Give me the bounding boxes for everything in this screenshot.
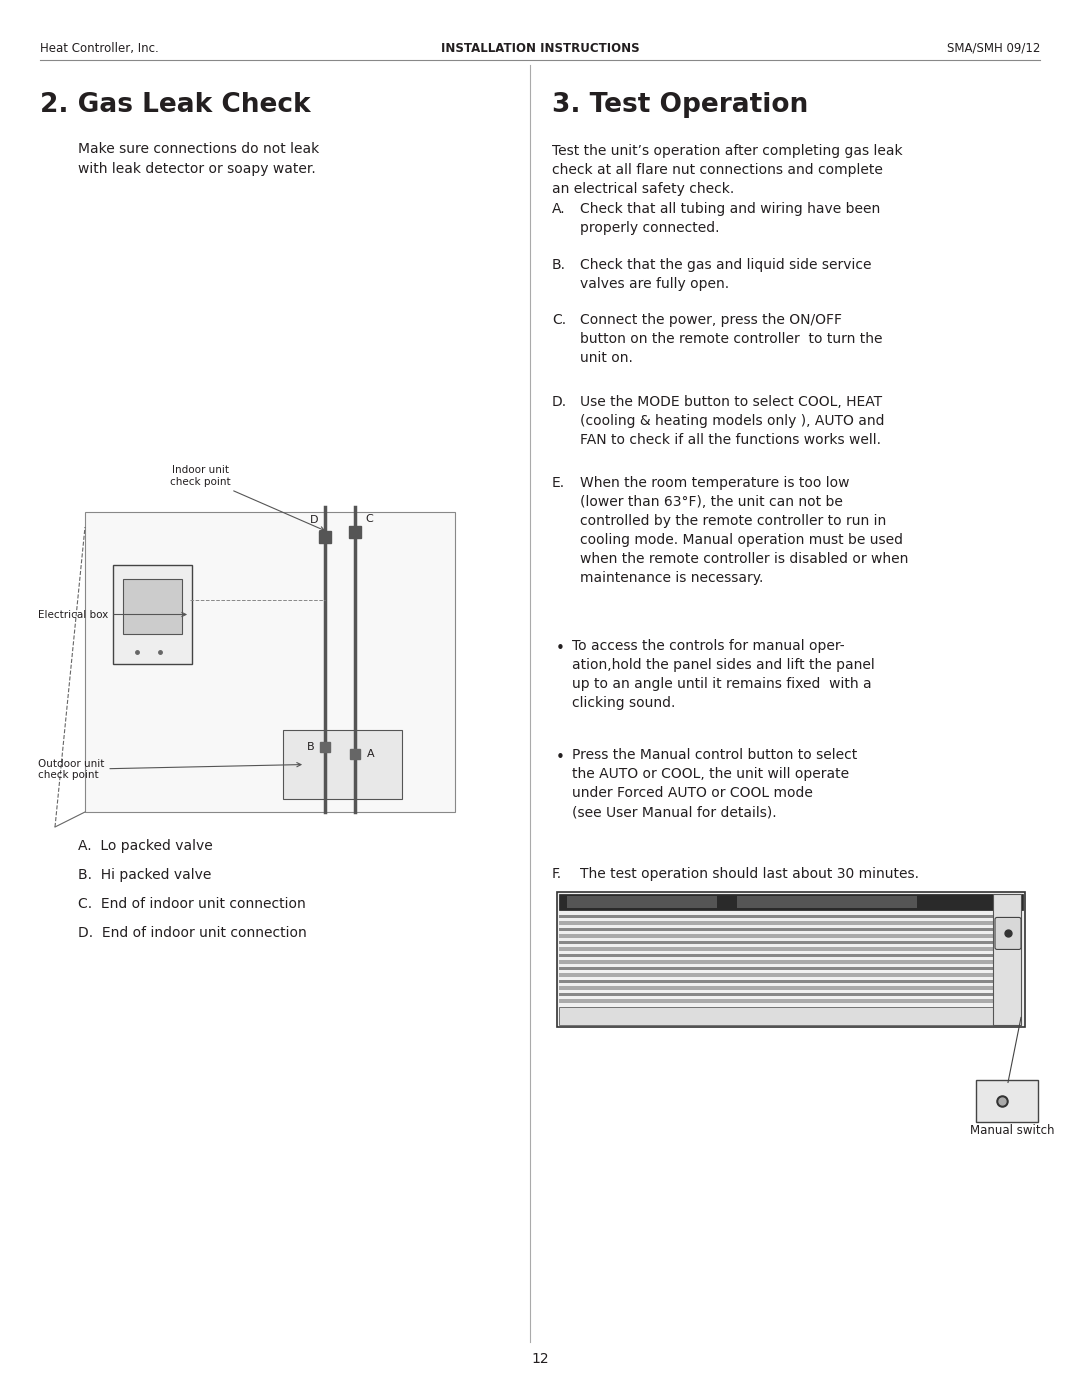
Text: Check that all tubing and wiring have been
properly connected.: Check that all tubing and wiring have be…	[580, 203, 880, 235]
FancyBboxPatch shape	[567, 897, 717, 908]
Text: •: •	[556, 750, 565, 766]
Text: Check that the gas and liquid side service
valves are fully open.: Check that the gas and liquid side servi…	[580, 257, 872, 291]
FancyBboxPatch shape	[559, 921, 1021, 925]
FancyBboxPatch shape	[113, 564, 192, 664]
FancyBboxPatch shape	[993, 894, 1021, 1025]
Text: A.: A.	[552, 203, 566, 217]
FancyBboxPatch shape	[559, 1007, 1021, 1025]
Text: 12: 12	[531, 1352, 549, 1366]
Text: SMA/SMH 09/12: SMA/SMH 09/12	[947, 42, 1040, 54]
FancyBboxPatch shape	[559, 967, 1021, 970]
Text: E.: E.	[552, 476, 565, 490]
Text: A.  Lo packed valve: A. Lo packed valve	[78, 840, 213, 854]
Text: When the room temperature is too low
(lower than 63°F), the unit can not be
cont: When the room temperature is too low (lo…	[580, 476, 908, 585]
Text: F.: F.	[552, 868, 562, 882]
Text: To access the controls for manual oper-
ation,hold the panel sides and lift the : To access the controls for manual oper- …	[572, 638, 875, 710]
Text: INSTALLATION INSTRUCTIONS: INSTALLATION INSTRUCTIONS	[441, 42, 639, 54]
FancyBboxPatch shape	[123, 578, 183, 634]
Text: A: A	[367, 749, 375, 759]
Text: Heat Controller, Inc.: Heat Controller, Inc.	[40, 42, 159, 54]
Text: C.: C.	[552, 313, 566, 327]
FancyBboxPatch shape	[976, 1080, 1038, 1122]
FancyBboxPatch shape	[559, 954, 1021, 957]
FancyBboxPatch shape	[559, 928, 1021, 930]
FancyBboxPatch shape	[995, 918, 1021, 950]
Text: Indoor unit
check point: Indoor unit check point	[170, 465, 324, 531]
Text: 2. Gas Leak Check: 2. Gas Leak Check	[40, 92, 311, 117]
Text: 3. Test Operation: 3. Test Operation	[552, 92, 808, 117]
FancyBboxPatch shape	[559, 940, 1021, 944]
FancyBboxPatch shape	[559, 993, 1021, 996]
Text: Make sure connections do not leak
with leak detector or soapy water.: Make sure connections do not leak with l…	[78, 142, 320, 176]
Text: B.: B.	[552, 257, 566, 271]
FancyBboxPatch shape	[559, 947, 1021, 950]
Text: B.  Hi packed valve: B. Hi packed valve	[78, 868, 212, 882]
FancyBboxPatch shape	[559, 960, 1021, 964]
Text: D: D	[310, 515, 318, 525]
FancyBboxPatch shape	[737, 897, 917, 908]
Text: The test operation should last about 30 minutes.: The test operation should last about 30 …	[580, 868, 919, 882]
Text: D.: D.	[552, 395, 567, 409]
Text: Connect the power, press the ON/OFF
button on the remote controller  to turn the: Connect the power, press the ON/OFF butt…	[580, 313, 882, 365]
FancyBboxPatch shape	[559, 986, 1021, 989]
FancyBboxPatch shape	[85, 511, 455, 812]
FancyBboxPatch shape	[283, 731, 402, 799]
Text: Test the unit’s operation after completing gas leak
check at all flare nut conne: Test the unit’s operation after completi…	[552, 144, 903, 196]
Text: •: •	[556, 641, 565, 657]
FancyBboxPatch shape	[559, 915, 1021, 918]
Text: Electrical box: Electrical box	[38, 609, 186, 619]
FancyBboxPatch shape	[559, 935, 1021, 937]
FancyBboxPatch shape	[559, 979, 1021, 983]
Text: D.  End of indoor unit connection: D. End of indoor unit connection	[78, 926, 307, 940]
Text: Use the MODE button to select COOL, HEAT
(cooling & heating models only ), AUTO : Use the MODE button to select COOL, HEAT…	[580, 395, 885, 447]
Text: C: C	[365, 514, 373, 524]
Text: C.  End of indoor unit connection: C. End of indoor unit connection	[78, 897, 306, 911]
Text: Outdoor unit
check point: Outdoor unit check point	[38, 759, 301, 781]
FancyBboxPatch shape	[559, 999, 1021, 1003]
FancyBboxPatch shape	[557, 893, 1025, 1027]
Text: Manual switch: Manual switch	[970, 1125, 1054, 1137]
FancyBboxPatch shape	[559, 894, 1023, 911]
Text: B: B	[308, 742, 315, 752]
FancyBboxPatch shape	[559, 974, 1021, 977]
Text: Press the Manual control button to select
the AUTO or COOL, the unit will operat: Press the Manual control button to selec…	[572, 749, 858, 819]
